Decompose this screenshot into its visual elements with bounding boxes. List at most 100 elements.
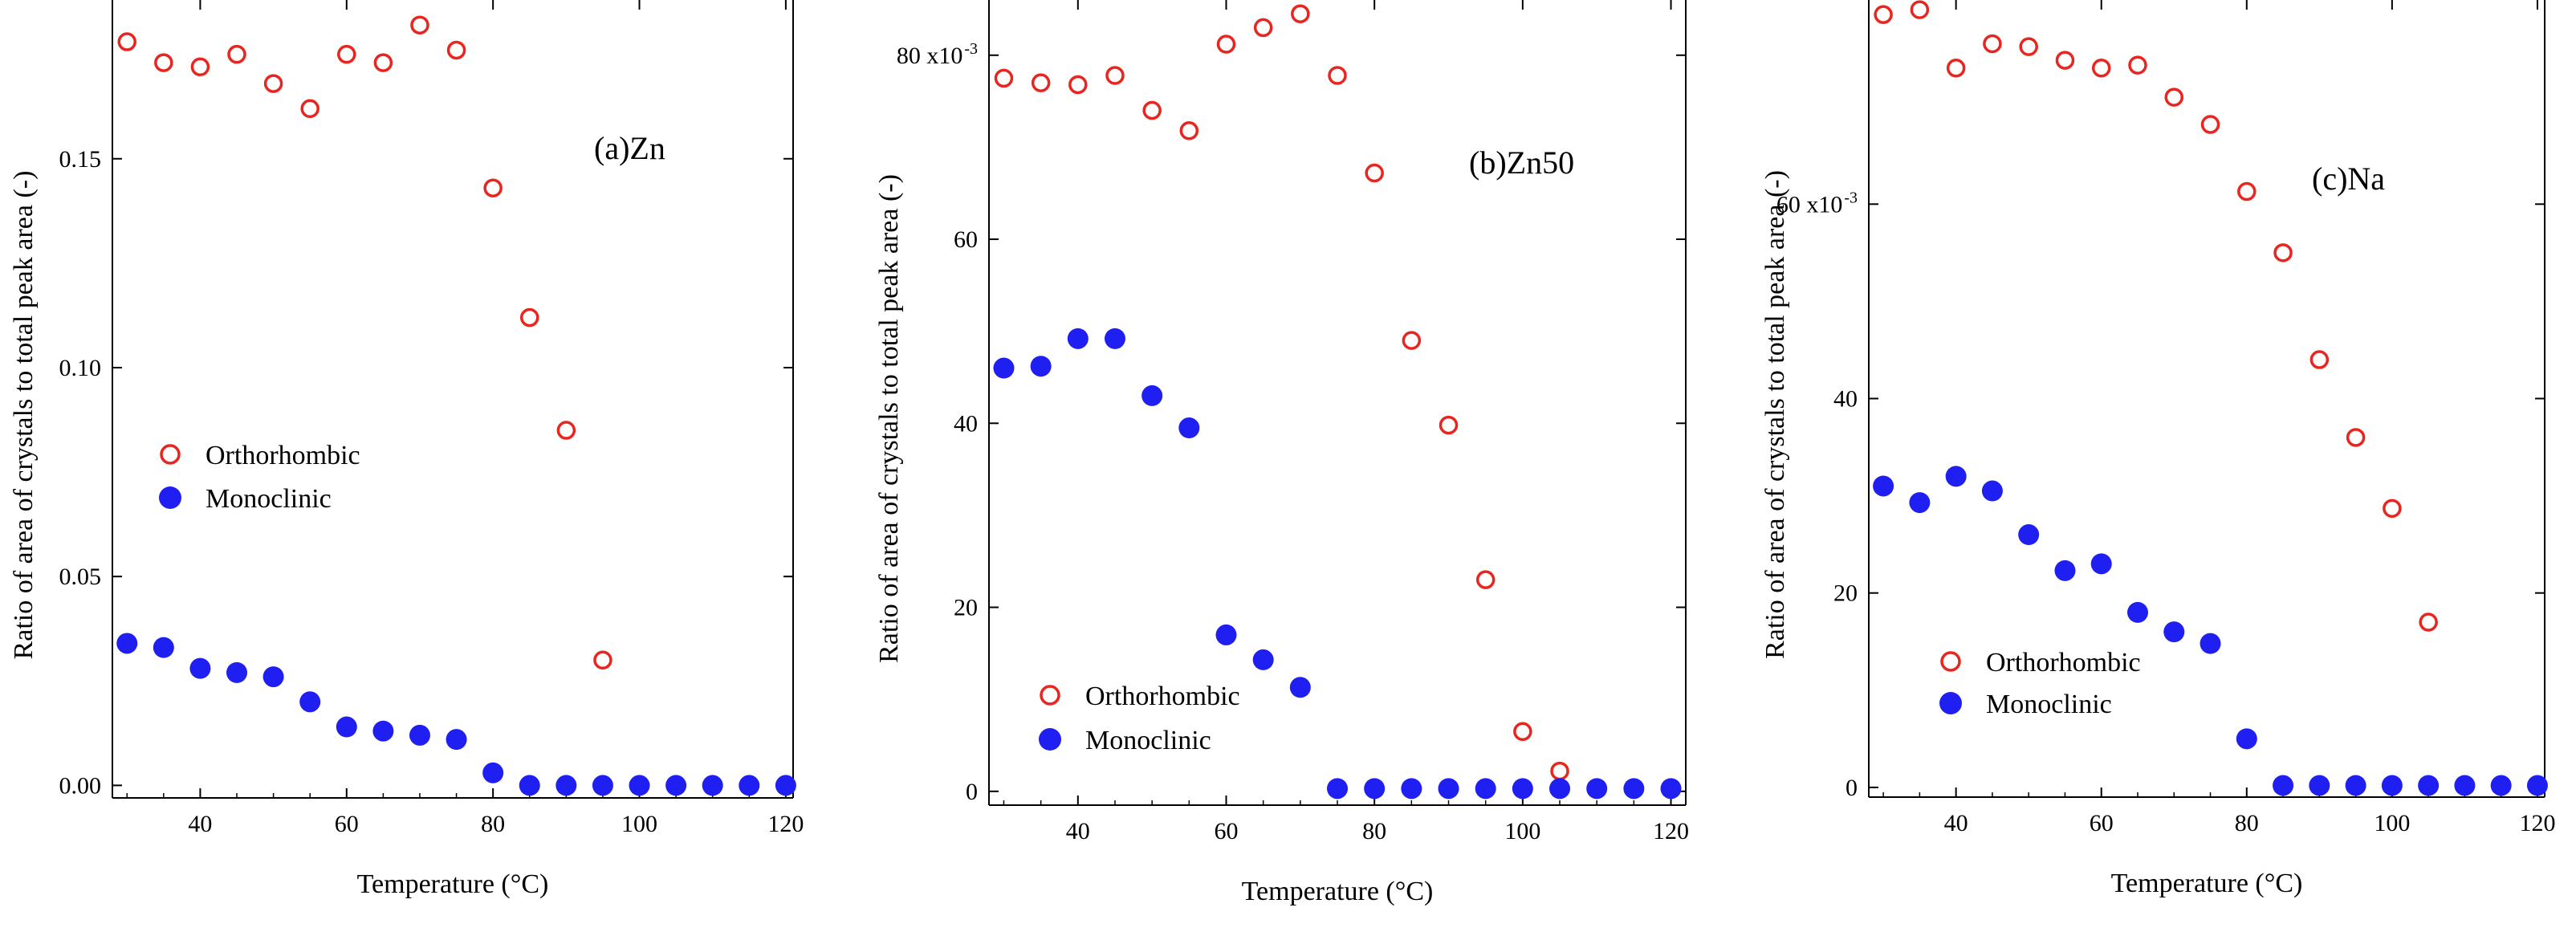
monoclinic-point — [116, 633, 138, 654]
orthorhombic-point — [1105, 66, 1125, 85]
orthorhombic-point — [1910, 0, 1930, 19]
legend-label: Orthorhombic — [1085, 682, 1240, 711]
orthorhombic-point — [1439, 415, 1459, 435]
legend-marker-monoclinic — [159, 486, 181, 509]
orthorhombic-point — [2055, 51, 2075, 70]
y-tick-label: 20 — [954, 595, 978, 621]
x-tick-label: 100 — [2374, 810, 2410, 836]
monoclinic-point — [299, 691, 321, 713]
monoclinic-point — [1909, 492, 1931, 514]
orthorhombic-point — [1550, 761, 1569, 781]
y-tick-exponent: -3 — [1844, 189, 1858, 206]
monoclinic-point — [1327, 778, 1348, 800]
monoclinic-point — [2526, 775, 2548, 796]
orthorhombic-point — [1031, 73, 1051, 92]
monoclinic-point — [446, 729, 467, 751]
legend-label: Orthorhombic — [206, 441, 360, 470]
legend-marker-monoclinic — [1039, 728, 1061, 751]
orthorhombic-point — [1142, 100, 1162, 120]
y-tick-label: 0.00 — [59, 772, 102, 799]
orthorhombic-point — [1402, 331, 1422, 350]
x-tick-label: 100 — [1504, 818, 1540, 844]
x-tick-label: 120 — [1653, 818, 1689, 844]
orthorhombic-point — [263, 74, 283, 93]
x-tick-label: 40 — [1066, 818, 1090, 844]
monoclinic-point — [665, 775, 687, 796]
x-tick-label: 60 — [1214, 818, 1238, 844]
monoclinic-point — [2345, 775, 2366, 796]
monoclinic-point — [2273, 775, 2294, 796]
x-tick-label: 60 — [2090, 810, 2114, 836]
chart-panel-zn: 40 60 80 100 120 0.00 0.05 0.10 0.15 Temperature … — [9, 0, 804, 899]
orthorhombic-point — [2019, 37, 2038, 56]
y-tick-label: 0.10 — [59, 355, 102, 381]
x-tick-label: 60 — [335, 811, 359, 837]
orthorhombic-point — [1291, 4, 1310, 23]
monoclinic-point — [702, 775, 723, 796]
y-tick-label: 20 — [1833, 580, 1858, 607]
monoclinic-point — [1660, 778, 1682, 800]
y-tick-exponent: -3 — [964, 40, 978, 58]
orthorhombic-point — [2164, 87, 2184, 107]
legend-label: Monoclinic — [1085, 726, 1211, 755]
x-axis-title: Temperature (°C) — [1242, 877, 1434, 906]
monoclinic-point — [1549, 778, 1571, 800]
monoclinic-point — [555, 775, 577, 796]
monoclinic-point — [262, 666, 284, 688]
monoclinic-point — [2090, 553, 2112, 575]
orthorhombic-point — [1983, 34, 2002, 54]
monoclinic-point — [739, 775, 760, 796]
x-tick-label: 120 — [767, 811, 804, 837]
legend-marker-orthorhombic — [1940, 651, 1961, 672]
y-tick-label: 60 — [954, 226, 978, 253]
monoclinic-point — [2126, 601, 2148, 623]
orthorhombic-point — [1068, 75, 1088, 95]
y-axis-title: Ratio of area of crystals to total peak … — [874, 174, 904, 663]
orthorhombic-point — [1475, 570, 1496, 589]
monoclinic-point — [1512, 778, 1533, 800]
orthorhombic-point — [446, 40, 466, 60]
monoclinic-point — [2309, 775, 2330, 796]
y-tick-label: 80 x10 — [897, 43, 963, 69]
orthorhombic-point — [373, 53, 393, 72]
x-tick-label: 40 — [188, 811, 212, 837]
monoclinic-point — [336, 716, 357, 738]
y-tick-label: 40 — [1833, 386, 1858, 413]
x-tick-label: 120 — [2519, 810, 2555, 836]
monoclinic-point — [1623, 778, 1645, 800]
monoclinic-point — [372, 720, 394, 742]
y-tick-label: 40 — [954, 410, 978, 437]
legend-label: Monoclinic — [206, 484, 332, 514]
monoclinic-point — [993, 357, 1015, 379]
orthorhombic-point — [117, 32, 136, 51]
monoclinic-point — [2163, 621, 2185, 643]
monoclinic-point — [592, 775, 613, 796]
monoclinic-point — [2200, 633, 2221, 654]
monoclinic-point — [629, 775, 650, 796]
legend-marker-orthorhombic — [160, 444, 181, 465]
orthorhombic-point — [2383, 498, 2402, 519]
orthorhombic-point — [2091, 59, 2111, 78]
chart-panel-na: 40 60 80 100 120 0 20 40 60 x10 -3 Temperature (°C… — [1760, 0, 2555, 898]
y-tick-label: 0.05 — [59, 564, 102, 590]
orthorhombic-point — [483, 178, 503, 197]
orthorhombic-point — [556, 421, 576, 440]
orthorhombic-point — [994, 68, 1014, 88]
monoclinic-point — [1945, 466, 1967, 487]
orthorhombic-point — [1179, 121, 1199, 140]
monoclinic-point — [2381, 775, 2403, 796]
y-tick-label: 60 x10 — [1776, 191, 1843, 218]
monoclinic-point — [1475, 778, 1496, 800]
monoclinic-point — [1215, 624, 1237, 645]
chart-panel-zn50: 40 60 80 100 120 0 20 40 60 80 x10 -3 Temperature (… — [874, 0, 1689, 906]
x-tick-label: 80 — [481, 811, 505, 837]
orthorhombic-point — [519, 307, 539, 328]
monoclinic-point — [2054, 560, 2076, 581]
monoclinic-point — [1401, 778, 1422, 800]
legend-label: Monoclinic — [1986, 690, 2112, 719]
x-tick-label: 80 — [2235, 810, 2259, 836]
orthorhombic-point — [1946, 59, 1966, 78]
monoclinic-point — [1981, 480, 2003, 502]
monoclinic-point — [2490, 775, 2512, 796]
